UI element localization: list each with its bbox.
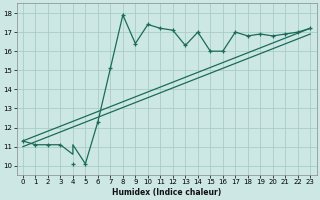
X-axis label: Humidex (Indice chaleur): Humidex (Indice chaleur) [112, 188, 221, 197]
